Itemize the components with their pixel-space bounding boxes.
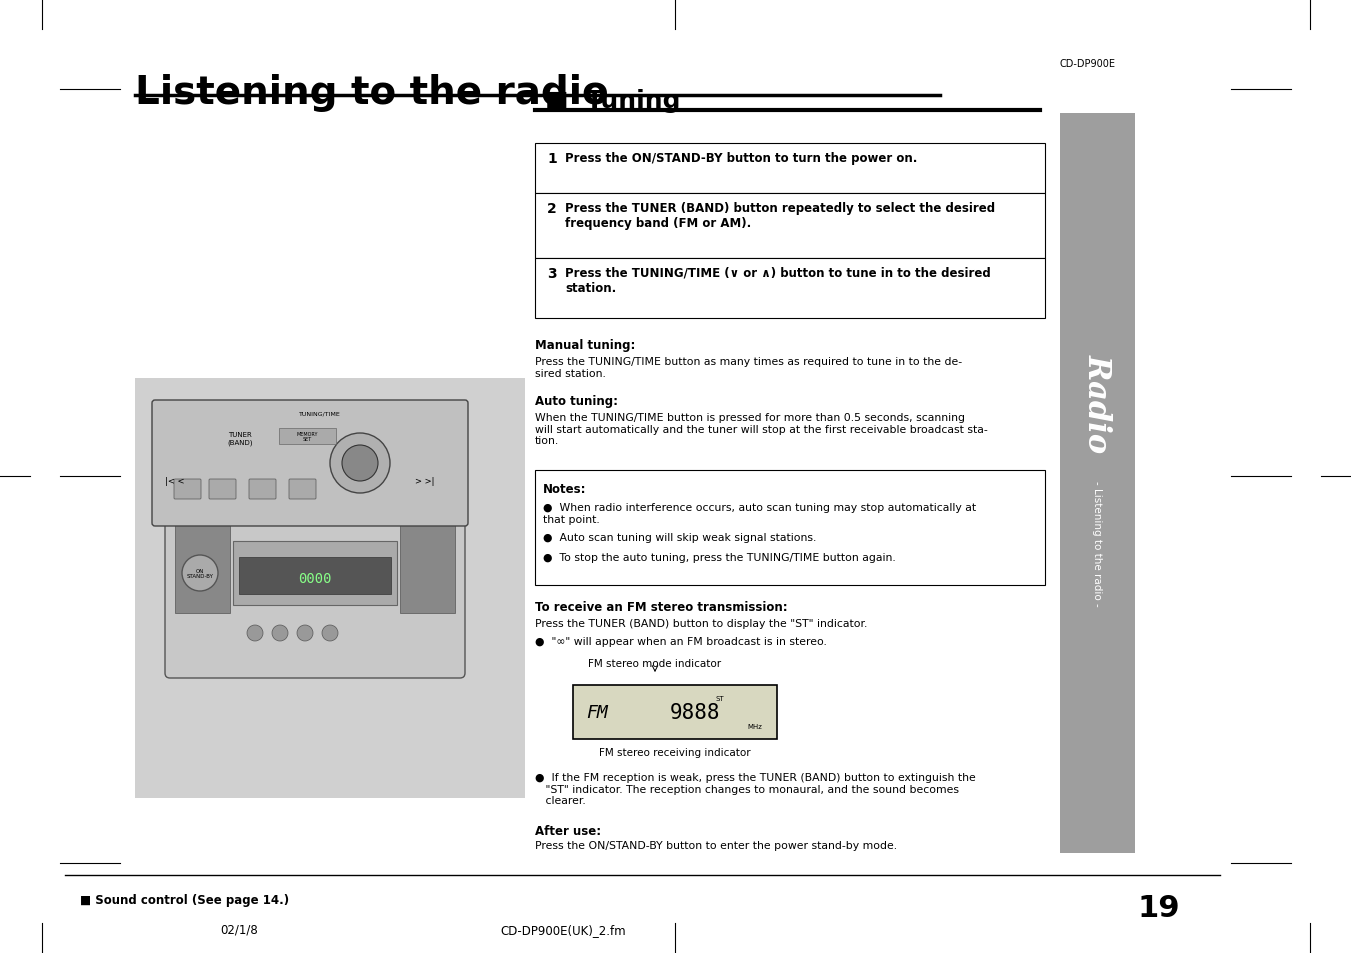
Text: 2: 2: [547, 202, 557, 215]
Text: FM stereo mode indicator: FM stereo mode indicator: [589, 659, 721, 668]
Text: CD-DP900E: CD-DP900E: [1061, 59, 1116, 69]
Text: ●  To stop the auto tuning, press the TUNING/TIME button again.: ● To stop the auto tuning, press the TUN…: [543, 553, 896, 562]
Text: FM stereo receiving indicator: FM stereo receiving indicator: [600, 747, 751, 758]
Circle shape: [322, 625, 338, 641]
Text: TUNER
(BAND): TUNER (BAND): [227, 432, 253, 445]
Text: ■  Tuning: ■ Tuning: [544, 89, 681, 112]
Text: FM: FM: [586, 703, 608, 721]
Text: Press the ON/STAND-BY button to enter the power stand-by mode.: Press the ON/STAND-BY button to enter th…: [535, 841, 897, 850]
FancyBboxPatch shape: [400, 523, 455, 614]
Circle shape: [247, 625, 263, 641]
Text: > >|: > >|: [415, 476, 435, 485]
Text: ●  Auto scan tuning will skip weak signal stations.: ● Auto scan tuning will skip weak signal…: [543, 533, 816, 542]
Text: When the TUNING/TIME button is pressed for more than 0.5 seconds, scanning
will : When the TUNING/TIME button is pressed f…: [535, 413, 988, 446]
Text: 19: 19: [1138, 893, 1179, 923]
Text: Press the TUNING/TIME button as many times as required to tune in to the de-
sir: Press the TUNING/TIME button as many tim…: [535, 356, 962, 378]
Text: ●  If the FM reception is weak, press the TUNER (BAND) button to extinguish the
: ● If the FM reception is weak, press the…: [535, 772, 975, 805]
Text: ST: ST: [716, 696, 724, 701]
FancyBboxPatch shape: [280, 429, 336, 444]
FancyBboxPatch shape: [174, 479, 201, 499]
FancyBboxPatch shape: [165, 509, 465, 679]
Text: After use:: After use:: [535, 824, 601, 837]
Text: MHz: MHz: [747, 723, 762, 729]
FancyBboxPatch shape: [535, 193, 1046, 258]
FancyBboxPatch shape: [535, 258, 1046, 318]
Text: TUNING/TIME: TUNING/TIME: [299, 411, 340, 416]
Text: Press the TUNING/TIME (∨ or ∧) button to tune in to the desired
station.: Press the TUNING/TIME (∨ or ∧) button to…: [565, 267, 990, 294]
Text: Listening to the radio: Listening to the radio: [135, 74, 608, 112]
Text: Manual tuning:: Manual tuning:: [535, 338, 635, 352]
Circle shape: [342, 446, 378, 481]
FancyBboxPatch shape: [209, 479, 236, 499]
Text: To receive an FM stereo transmission:: To receive an FM stereo transmission:: [535, 600, 788, 614]
Text: |< <: |< <: [165, 476, 185, 485]
FancyBboxPatch shape: [176, 523, 230, 614]
Text: 0000: 0000: [299, 572, 332, 585]
Circle shape: [330, 434, 390, 494]
FancyBboxPatch shape: [232, 541, 397, 605]
Text: Press the TUNER (BAND) button repeatedly to select the desired
frequency band (F: Press the TUNER (BAND) button repeatedly…: [565, 202, 996, 230]
Text: ■ Sound control (See page 14.): ■ Sound control (See page 14.): [80, 893, 289, 906]
Text: 3: 3: [547, 267, 557, 281]
Text: 1: 1: [547, 152, 557, 166]
FancyBboxPatch shape: [153, 400, 467, 526]
Circle shape: [272, 625, 288, 641]
Circle shape: [182, 556, 218, 592]
Text: Press the ON/STAND-BY button to turn the power on.: Press the ON/STAND-BY button to turn the…: [565, 152, 917, 165]
Text: ON
STAND-BY: ON STAND-BY: [186, 568, 213, 578]
Text: Press the TUNER (BAND) button to display the "ST" indicator.: Press the TUNER (BAND) button to display…: [535, 618, 867, 628]
FancyBboxPatch shape: [289, 479, 316, 499]
Text: 9888: 9888: [670, 702, 720, 722]
Text: Auto tuning:: Auto tuning:: [535, 395, 617, 408]
Text: MEMORY
SET: MEMORY SET: [296, 431, 317, 442]
FancyBboxPatch shape: [135, 378, 526, 799]
FancyBboxPatch shape: [1061, 113, 1135, 853]
FancyBboxPatch shape: [535, 471, 1046, 585]
Text: CD-DP900E(UK)_2.fm: CD-DP900E(UK)_2.fm: [500, 923, 626, 936]
Circle shape: [297, 625, 313, 641]
Text: Notes:: Notes:: [543, 482, 586, 496]
Text: ●  When radio interference occurs, auto scan tuning may stop automatically at
th: ● When radio interference occurs, auto s…: [543, 502, 977, 524]
FancyBboxPatch shape: [249, 479, 276, 499]
FancyBboxPatch shape: [535, 144, 1046, 193]
Text: - Listening to the radio -: - Listening to the radio -: [1093, 480, 1102, 606]
FancyBboxPatch shape: [239, 558, 390, 595]
Text: Radio: Radio: [1082, 354, 1113, 453]
FancyBboxPatch shape: [573, 685, 777, 740]
Text: 02/1/8: 02/1/8: [220, 923, 258, 936]
Text: ●  "∞" will appear when an FM broadcast is in stereo.: ● "∞" will appear when an FM broadcast i…: [535, 637, 827, 646]
